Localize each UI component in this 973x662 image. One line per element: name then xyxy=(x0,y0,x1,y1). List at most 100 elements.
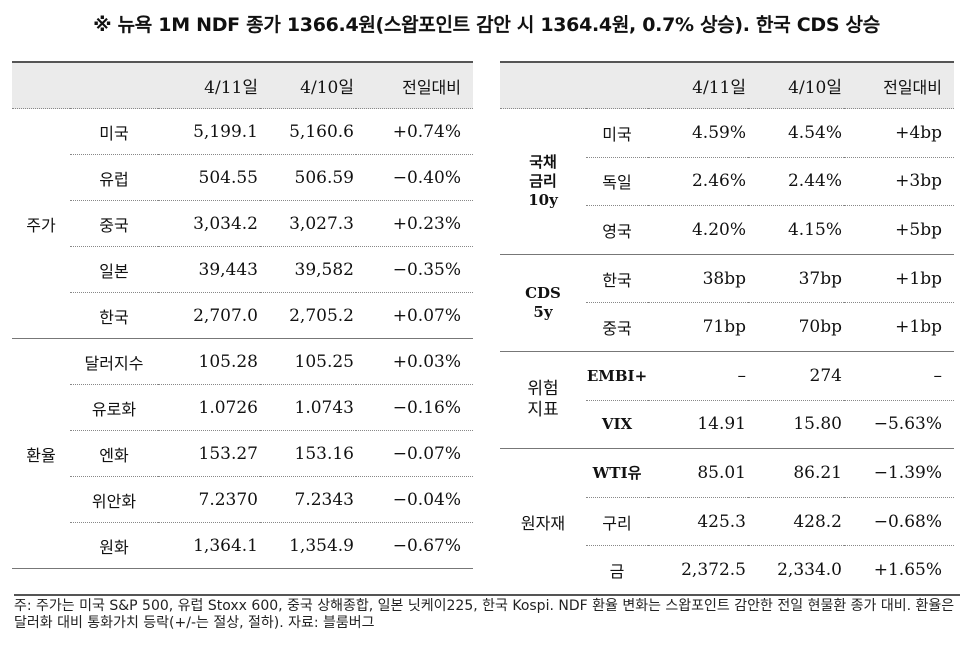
value-date1: 7.2370 xyxy=(158,476,260,523)
row-label: 미국 xyxy=(70,108,158,155)
table-row: 독일 2.46% 2.44% +3bp xyxy=(500,157,954,207)
table-row: 중국 71bp 70bp +1bp xyxy=(500,302,954,352)
right-header-date1: 4/11일 xyxy=(648,61,748,109)
right-market-table: 4/11일 4/10일 전일대비 국채 금리 10y 미국 4.59% 4.54% +4… xyxy=(500,61,954,595)
value-date1: 14.91 xyxy=(648,400,748,450)
value-date1: 4.59% xyxy=(648,108,748,158)
table-row: 원자재 WTI유 85.01 86.21 −1.39% xyxy=(500,448,954,595)
table-row: 국채 금리 10y 미국 4.59% 4.54% +4bp xyxy=(500,108,954,255)
value-date2: 2.44% xyxy=(748,157,844,207)
row-label: 유럽 xyxy=(70,154,158,201)
value-date2: 506.59 xyxy=(260,154,356,201)
value-change: +1bp xyxy=(844,254,954,304)
group-label: 주가 xyxy=(12,108,70,339)
group-label: CDS 5y xyxy=(500,254,586,352)
table-row: 원화 1,364.1 1,354.9 −0.67% xyxy=(12,522,473,569)
row-label: 미국 xyxy=(586,108,648,158)
value-date2: 37bp xyxy=(748,254,844,304)
value-change: +3bp xyxy=(844,157,954,207)
value-date1: 2.46% xyxy=(648,157,748,207)
value-change: −0.07% xyxy=(356,430,473,477)
table-row: 환율 달러지수 105.28 105.25 +0.03% xyxy=(12,338,473,569)
group-label: 원자재 xyxy=(500,448,586,595)
value-change: +0.23% xyxy=(356,200,473,247)
row-label: EMBI+ xyxy=(586,351,648,401)
right-header-row: 4/11일 4/10일 전일대비 xyxy=(500,61,954,109)
value-date1: 39,443 xyxy=(158,246,260,293)
table-row: VIX 14.91 15.80 −5.63% xyxy=(500,400,954,450)
row-label: 중국 xyxy=(70,200,158,247)
table-row: 영국 4.20% 4.15% +5bp xyxy=(500,205,954,255)
value-change: +1bp xyxy=(844,302,954,352)
row-label: 한국 xyxy=(586,254,648,304)
left-header-date1: 4/11일 xyxy=(158,61,260,109)
row-label: 중국 xyxy=(586,302,648,352)
left-header-date2: 4/10일 xyxy=(260,61,356,109)
value-change: +4bp xyxy=(844,108,954,158)
row-label: 달러지수 xyxy=(70,338,158,385)
footnote: 주: 주가는 미국 S&P 500, 유럽 Stoxx 600, 중국 상해종합… xyxy=(14,594,960,632)
value-date2: 1,354.9 xyxy=(260,522,356,569)
page-title: ※ 뉴욕 1M NDF 종가 1366.4원(스왑포인트 감안 시 1364.4… xyxy=(93,14,880,36)
value-date1: 1.0726 xyxy=(158,384,260,431)
value-date1: 3,034.2 xyxy=(158,200,260,247)
row-label: 독일 xyxy=(586,157,648,207)
value-change: −0.04% xyxy=(356,476,473,523)
value-date1: 425.3 xyxy=(648,497,748,547)
table-row: 위안화 7.2370 7.2343 −0.04% xyxy=(12,476,473,523)
left-market-table: 4/11일 4/10일 전일대비 주가 미국 5,199.1 5,160.6 +0.74… xyxy=(12,61,473,569)
value-date2: 3,027.3 xyxy=(260,200,356,247)
table-row: CDS 5y 한국 38bp 37bp +1bp xyxy=(500,254,954,352)
row-label: 금 xyxy=(586,545,648,595)
value-change: +5bp xyxy=(844,205,954,255)
value-date2: 4.15% xyxy=(748,205,844,255)
left-table-body: 주가 미국 5,199.1 5,160.6 +0.74% 유럽 504.55 506.59 −0… xyxy=(12,108,473,569)
value-date2: 428.2 xyxy=(748,497,844,547)
table-row: 한국 2,707.0 2,705.2 +0.07% xyxy=(12,292,473,339)
value-change: −0.40% xyxy=(356,154,473,201)
value-date1: 504.55 xyxy=(158,154,260,201)
value-date1: 38bp xyxy=(648,254,748,304)
table-row: 엔화 153.27 153.16 −0.07% xyxy=(12,430,473,477)
value-date2: 153.16 xyxy=(260,430,356,477)
value-change: −0.68% xyxy=(844,497,954,547)
value-date2: 39,582 xyxy=(260,246,356,293)
value-date2: 70bp xyxy=(748,302,844,352)
table-row: 유로화 1.0726 1.0743 −0.16% xyxy=(12,384,473,431)
value-change: −0.35% xyxy=(356,246,473,293)
value-date1: 2,707.0 xyxy=(158,292,260,339)
table-row: 구리 425.3 428.2 −0.68% xyxy=(500,497,954,547)
group-label: 국채 금리 10y xyxy=(500,108,586,255)
value-date1: 5,199.1 xyxy=(158,108,260,155)
value-date1: 2,372.5 xyxy=(648,545,748,595)
table-row: 위험 지표 EMBI+ –274– xyxy=(500,351,954,450)
value-date1: 1,364.1 xyxy=(158,522,260,569)
value-date1: 4.20% xyxy=(648,205,748,255)
value-date1: 105.28 xyxy=(158,338,260,385)
value-date2: 4.54% xyxy=(748,108,844,158)
value-date2: 7.2343 xyxy=(260,476,356,523)
value-date2: 2,334.0 xyxy=(748,545,844,595)
left-header-change: 전일대비 xyxy=(356,61,473,109)
right-table-body: 국채 금리 10y 미국 4.59% 4.54% +4bp 독일 2.46% 2.44% +3b… xyxy=(500,108,954,595)
row-label: 일본 xyxy=(70,246,158,293)
value-change: −0.16% xyxy=(356,384,473,431)
value-change: +0.74% xyxy=(356,108,473,155)
right-header-date2: 4/10일 xyxy=(748,61,844,109)
value-change: +0.03% xyxy=(356,338,473,385)
value-date1: 85.01 xyxy=(648,448,748,498)
value-date2: 86.21 xyxy=(748,448,844,498)
row-label: WTI유 xyxy=(586,448,648,498)
value-date2: 105.25 xyxy=(260,338,356,385)
value-date1: 71bp xyxy=(648,302,748,352)
value-date1: 153.27 xyxy=(158,430,260,477)
row-label: 위안화 xyxy=(70,476,158,523)
value-date2: 2,705.2 xyxy=(260,292,356,339)
table-row: 일본 39,443 39,582 −0.35% xyxy=(12,246,473,293)
value-change: +0.07% xyxy=(356,292,473,339)
row-label: 엔화 xyxy=(70,430,158,477)
table-row: 금 2,372.5 2,334.0 +1.65% xyxy=(500,545,954,595)
value-date1: – xyxy=(648,351,748,401)
value-date2: 1.0743 xyxy=(260,384,356,431)
value-change: −1.39% xyxy=(844,448,954,498)
